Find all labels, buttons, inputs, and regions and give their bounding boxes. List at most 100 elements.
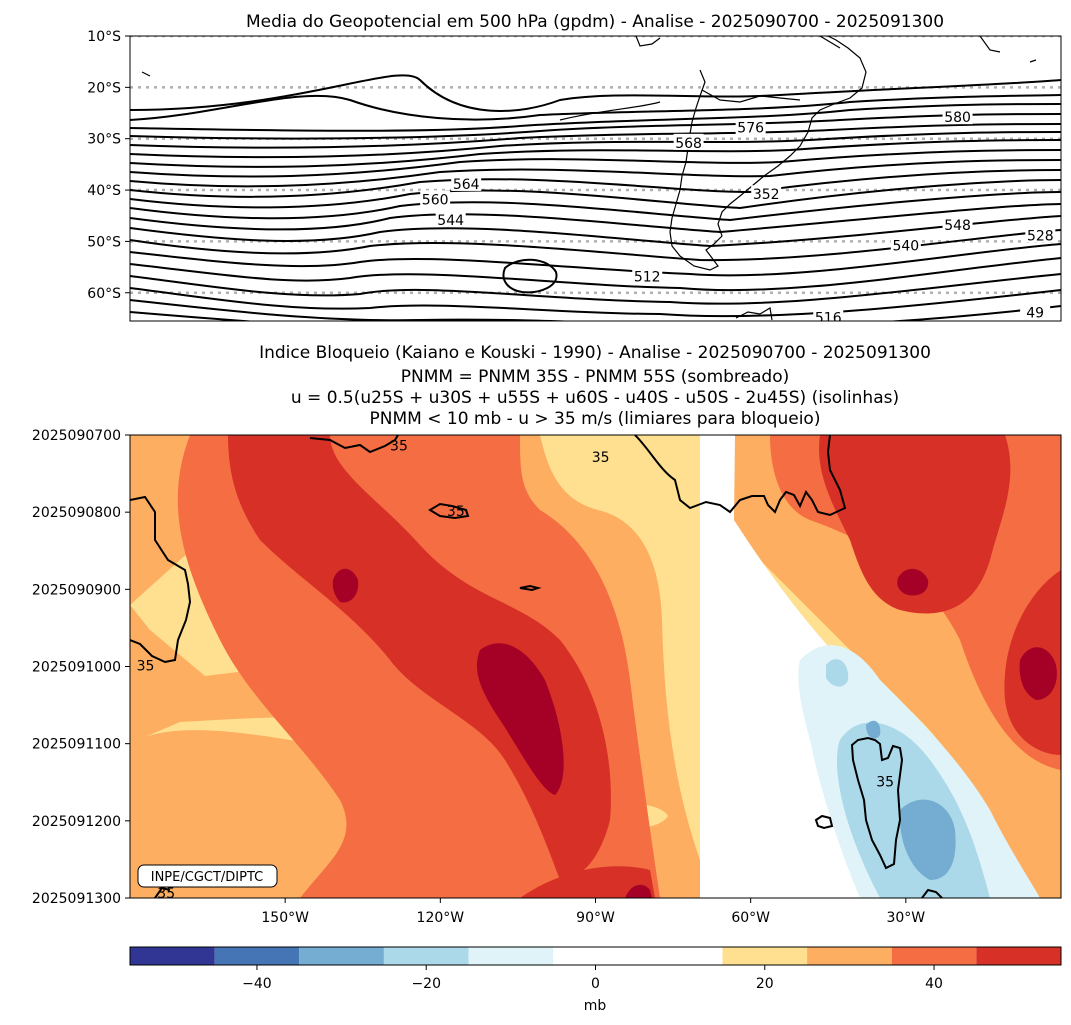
wind-isoline-labels: 35 35 35 35 35 35 <box>137 439 894 902</box>
time-tick-label: 2025091100 <box>32 737 121 753</box>
wind-isoline-label: 35 <box>592 450 610 466</box>
blocking-index-title-line: Indice Bloqueio (Kaiano e Kouski - 1990)… <box>259 343 931 363</box>
svg-text:35: 35 <box>157 886 175 902</box>
svg-text:548: 548 <box>944 218 971 234</box>
shade-level-50-b <box>476 643 564 795</box>
geopotential-contour-label: 516 <box>813 308 844 326</box>
shade-level-40-west <box>228 435 611 880</box>
colorbar-bin <box>383 947 469 965</box>
geopotential-contours <box>130 74 1061 321</box>
time-tick-label: 2025090800 <box>32 505 121 521</box>
geopotential-contour-label: 540 <box>890 236 921 255</box>
geopotential-panel: Media do Geopotencial em 500 hPa (gpdm) … <box>87 12 1062 326</box>
shade-level-50-a <box>332 568 359 603</box>
latitude-tick-label: 10°S <box>87 29 121 45</box>
shade-level-40-east <box>819 435 1011 614</box>
blocking-index-panel: Indice Bloqueio (Kaiano e Kouski - 1990)… <box>32 343 1062 926</box>
colorbar-bin <box>722 947 808 965</box>
latitude-axis: 10°S 20°S 30°S 40°S 50°S 60°S <box>87 29 130 302</box>
blocking-index-title-line: u = 0.5(u25S + u30S + u55S + u60S - u40S… <box>291 388 899 408</box>
latitude-tick-label: 60°S <box>87 286 121 302</box>
svg-text:35: 35 <box>447 504 465 520</box>
svg-text:576: 576 <box>737 120 764 136</box>
blocking-index-title-line: PNMM = PNMM 35S - PNMM 55S (sombreado) <box>401 367 790 387</box>
svg-text:568: 568 <box>675 136 702 152</box>
shade-level-50-e <box>625 884 652 898</box>
longitude-tick-label: 30°W <box>886 910 925 926</box>
time-tick-label: 2025091200 <box>32 814 121 830</box>
colorbar-bin <box>891 947 977 965</box>
geopotential-contour-label: 512 <box>632 267 663 285</box>
geopotential-contour-label: 352 <box>751 185 782 203</box>
geopotential-contour-label: 564 <box>451 174 482 193</box>
blocking-index-title: Indice Bloqueio (Kaiano e Kouski - 1990)… <box>259 343 931 429</box>
time-tick-label: 2025091300 <box>32 891 121 907</box>
colorbar-label: mb <box>584 998 607 1014</box>
shade-level-20-patch <box>130 773 254 835</box>
colorbar-bins <box>130 947 1061 965</box>
time-tick-label: 2025091000 <box>32 660 121 676</box>
geopotential-contour-label: 560 <box>420 190 451 208</box>
svg-text:560: 560 <box>422 192 449 208</box>
svg-text:35: 35 <box>876 774 894 790</box>
geopotential-frame <box>129 35 1062 322</box>
colorbar-bin <box>553 947 638 965</box>
colorbar-bin <box>976 947 1061 965</box>
colorbar-tick-label: −40 <box>242 976 272 992</box>
colorbar-bin <box>468 947 554 965</box>
colorbar-bin <box>214 947 300 965</box>
colorbar-ticks: −40 −20 0 20 40 <box>242 965 943 992</box>
shade-level-40-south <box>520 866 655 898</box>
svg-text:49: 49 <box>1026 305 1044 321</box>
colorbar: −40 −20 0 20 40 mb <box>129 946 1062 1014</box>
shade-level-neg20-a <box>826 659 849 687</box>
geopotential-contour-label: 49 <box>1020 303 1051 321</box>
svg-text:540: 540 <box>892 239 919 255</box>
svg-text:512: 512 <box>634 269 661 285</box>
credit-annotation: INPE/CGCT/DIPTC <box>137 864 278 888</box>
latitude-tick-label: 40°S <box>87 183 121 199</box>
wind-isoline-label: 35 <box>137 659 155 675</box>
coastlines <box>141 36 1037 321</box>
colorbar-bin <box>807 947 892 965</box>
svg-text:516: 516 <box>815 310 842 326</box>
geopotential-contour-label: 528 <box>1025 226 1056 244</box>
credit-text: INPE/CGCT/DIPTC <box>151 870 263 885</box>
shade-level-50-c <box>897 568 929 596</box>
colorbar-bin <box>299 947 384 965</box>
geopotential-contour-label: 568 <box>673 133 704 152</box>
svg-text:35: 35 <box>137 659 155 675</box>
svg-text:564: 564 <box>453 177 480 193</box>
time-axis: 2025090700 2025090800 2025090900 2025091000… <box>32 428 130 907</box>
longitude-tick-label: 150°W <box>261 910 309 926</box>
wind-isoline-label: 35 <box>447 504 465 520</box>
svg-text:544: 544 <box>437 213 464 229</box>
svg-text:528: 528 <box>1027 228 1054 244</box>
longitude-tick-label: 60°W <box>731 910 770 926</box>
shade-level-neg30-b <box>899 799 956 880</box>
colorbar-bin <box>637 947 723 965</box>
geopotential-contour-label: 580 <box>942 108 973 126</box>
latitude-tick-label: 30°S <box>87 132 121 148</box>
svg-text:35: 35 <box>390 439 408 455</box>
shade-level-50-d <box>1019 647 1057 700</box>
blocking-index-title-line: PNMM < 10 mb - u > 35 m/s (limiares para… <box>370 409 821 429</box>
time-tick-label: 2025090700 <box>32 428 121 444</box>
svg-text:352: 352 <box>753 187 780 203</box>
geopotential-title: Media do Geopotencial em 500 hPa (gpdm) … <box>246 12 944 32</box>
blocking-index-map: 35 35 35 35 35 35 <box>130 435 1061 902</box>
wind-isoline-label: 35 <box>390 439 408 455</box>
colorbar-tick-label: 20 <box>756 976 774 992</box>
svg-text:580: 580 <box>944 110 971 126</box>
time-tick-label: 2025090900 <box>32 582 121 598</box>
geopotential-contour-label: 544 <box>435 210 466 229</box>
geopotential-contour-label: 576 <box>735 118 766 136</box>
wind-isolines <box>130 435 943 898</box>
longitude-tick-label: 120°W <box>417 910 465 926</box>
latitude-gridlines <box>130 36 1061 295</box>
geopotential-contour-label: 548 <box>942 216 973 234</box>
colorbar-tick-label: 40 <box>925 976 943 992</box>
